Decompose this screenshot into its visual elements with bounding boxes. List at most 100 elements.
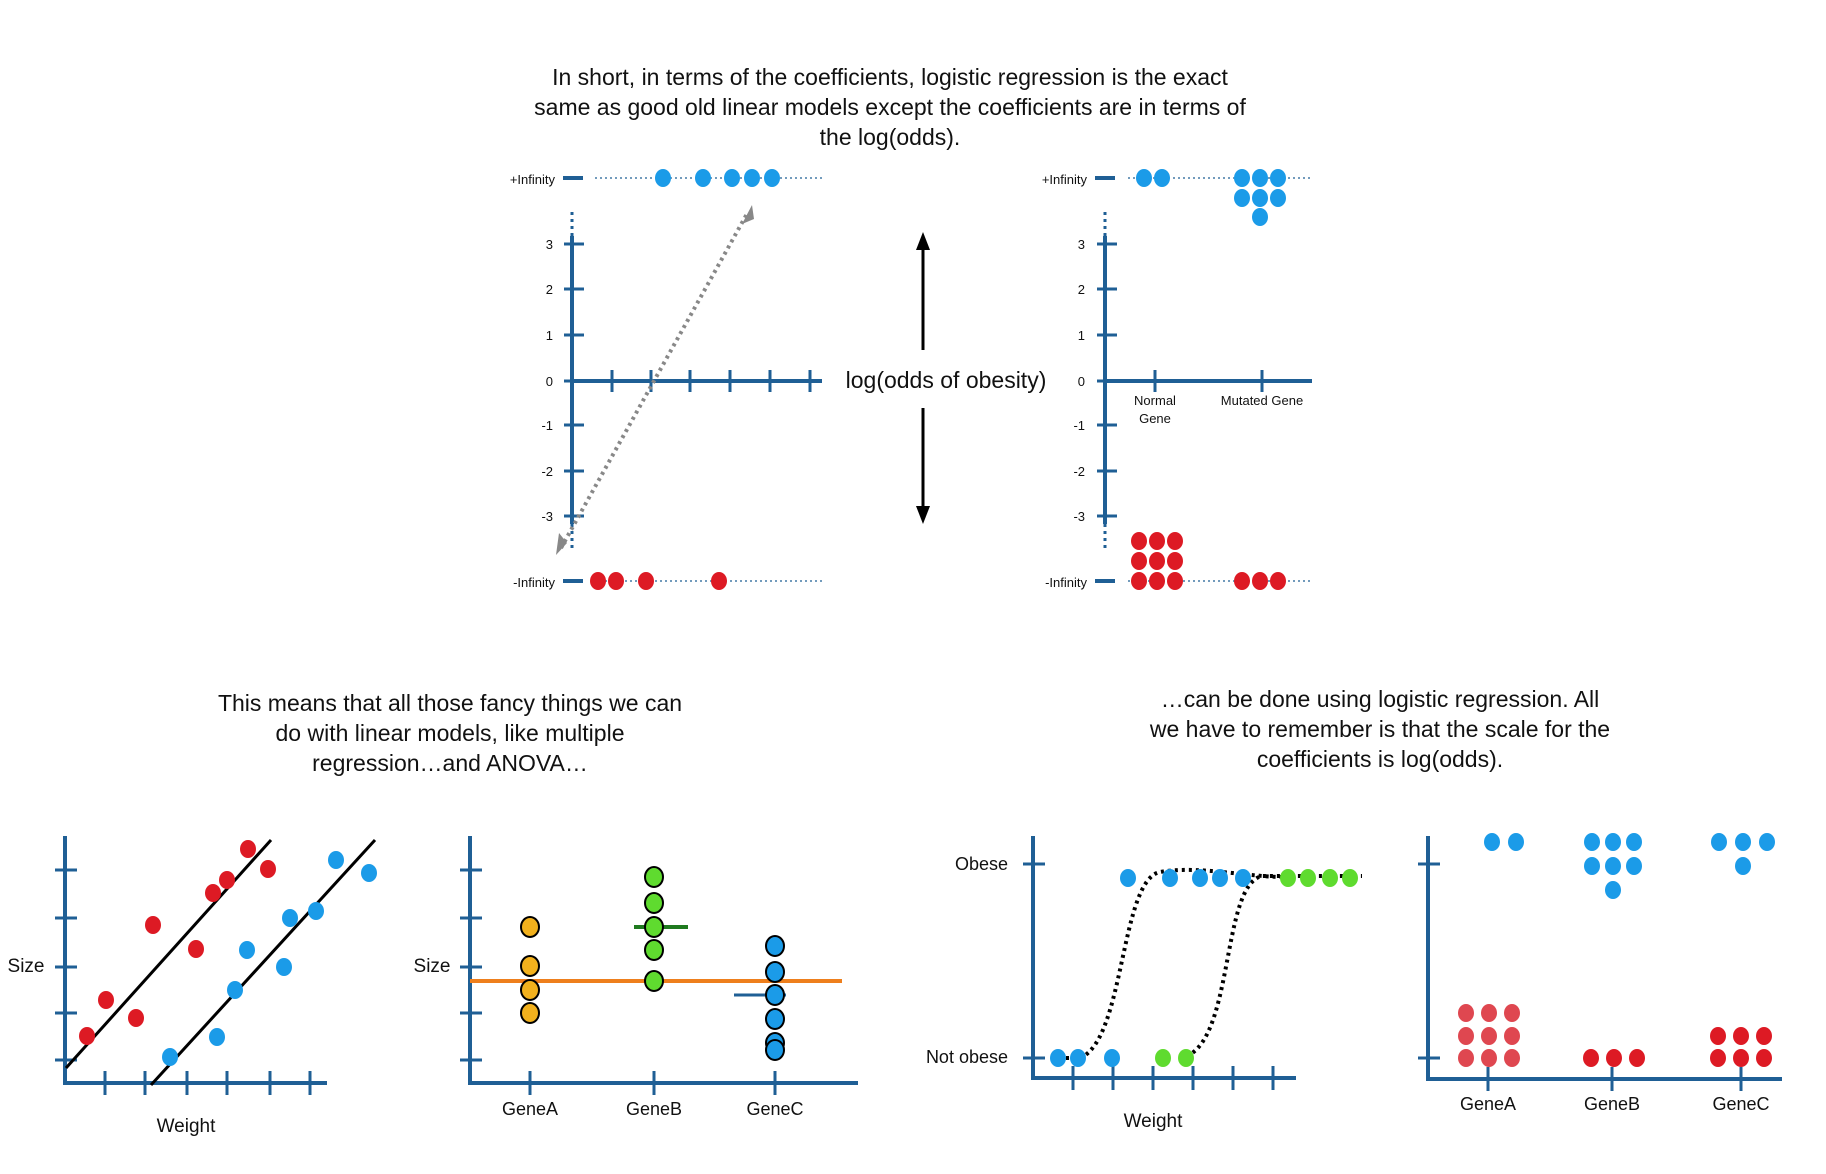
blue-point [765,1008,785,1030]
blue-point [1235,869,1251,887]
red-point [1149,552,1165,570]
red-point [98,991,114,1009]
red-point [1710,1027,1726,1045]
caption-top-line: the log(odds). [819,124,961,150]
y-axis-label: Size [8,956,45,977]
y-tick-label: 0 [546,374,553,389]
y-tick-label: 3 [1078,237,1085,252]
red-point [1756,1027,1772,1045]
caption-right-line: coefficients is log(odds). [1256,746,1504,772]
red-point [1131,532,1147,550]
caption-top-line: In short, in terms of the coefficients, … [552,64,1228,90]
blue-point [1735,833,1751,851]
blue-point [1070,1049,1086,1067]
category-label: Normal [1134,393,1176,408]
red-point [1149,532,1165,550]
blue-point [695,169,711,187]
fit-line-blue [149,838,377,1087]
red-point [188,940,204,958]
blue-point [1162,869,1178,887]
green-point [644,970,664,992]
category-label: GeneB [626,1099,682,1119]
red-point [1733,1027,1749,1045]
down-arrowhead [916,506,930,524]
red-point [1504,1004,1520,1022]
red-point [205,884,221,902]
category-label: GeneC [746,1099,803,1119]
blue-point [764,169,780,187]
caption-right: …can be done using logistic regression. … [1120,684,1640,774]
red-point [260,860,276,878]
y-tick-label: -1 [1073,418,1085,433]
red-point [638,572,654,590]
blue-point [765,984,785,1006]
blue-point [1104,1049,1120,1067]
caption-right-line: …can be done using logistic regression. … [1160,686,1600,712]
blue-point [1252,189,1268,207]
sigmoid-curve-green [1179,874,1362,1060]
blue-point [282,909,298,927]
yellow-point [520,1002,540,1024]
red-point [1481,1004,1497,1022]
caption-left-line: This means that all those fancy things w… [217,690,683,716]
red-point [1131,552,1147,570]
blue-point [162,1048,178,1066]
red-point [1458,1004,1474,1022]
caption-left-line: regression…and ANOVA… [312,750,588,776]
y-tick-label: -2 [541,464,553,479]
blue-point [724,169,740,187]
blue-point [1154,169,1170,187]
blue-point [227,981,243,999]
y-tick-label: -3 [1073,509,1085,524]
yellow-point [520,916,540,938]
arrowhead-down [556,533,567,555]
minus-infinity-label: -Infinity [513,575,555,590]
red-point [1167,532,1183,550]
red-point [590,572,606,590]
red-point [1458,1027,1474,1045]
category-label: GeneC [1712,1094,1769,1114]
red-point [711,572,727,590]
yellow-point [520,979,540,1001]
blue-point [209,1028,225,1046]
y-tick-label: -2 [1073,464,1085,479]
blue-point [1605,857,1621,875]
red-point [1149,572,1165,590]
caption-left-line: do with linear models, like multiple [275,720,625,746]
green-point [1280,869,1296,887]
blue-point [765,935,785,957]
green-point [644,939,664,961]
red-point [608,572,624,590]
x-axis-label: Weight [157,1116,217,1137]
y-tick-label: 2 [1078,282,1085,297]
blue-point [1252,208,1268,226]
blue-point [1626,833,1642,851]
blue-point [1270,169,1286,187]
blue-point [1212,869,1228,887]
y-tick-label: 3 [546,237,553,252]
category-label: GeneB [1584,1094,1640,1114]
y-tick-label: 1 [1078,328,1085,343]
red-point [1167,572,1183,590]
category-label: Gene [1139,411,1171,426]
red-point [1167,552,1183,570]
green-point [1322,869,1338,887]
green-point [644,916,664,938]
red-point [240,840,256,858]
yellow-point [520,955,540,977]
category-label: GeneA [502,1099,558,1119]
caption-top-line: same as good old linear models except th… [534,94,1246,120]
y-axis-label: Size [414,956,451,977]
blue-point [744,169,760,187]
green-point [1300,869,1316,887]
red-point [1234,572,1250,590]
y-label-obese: Obese [955,854,1008,874]
center-label: log(odds of obesity) [846,367,1047,393]
blue-point [361,864,377,882]
red-point [1629,1049,1645,1067]
red-point [1504,1027,1520,1045]
blue-point [1252,169,1268,187]
blue-point [1484,833,1500,851]
red-point [1270,572,1286,590]
